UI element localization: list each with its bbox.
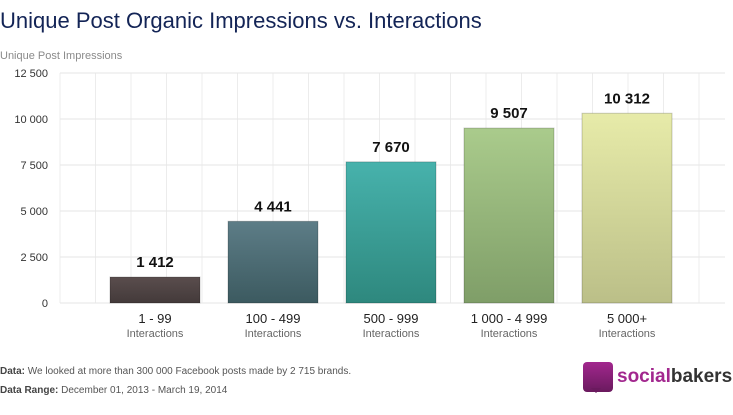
data-label: 1 412 xyxy=(136,254,174,271)
bar xyxy=(109,276,201,304)
x-tick-sublabel: Interactions xyxy=(245,328,302,340)
x-tick-label: 1 - 99 xyxy=(138,311,171,326)
x-tick-sublabel: Interactions xyxy=(481,328,538,340)
y-tick-label: 10 000 xyxy=(14,114,48,126)
data-note-text: We looked at more than 300 000 Facebook … xyxy=(25,366,352,377)
data-label: 10 312 xyxy=(604,90,650,107)
data-label: 9 507 xyxy=(490,105,528,122)
chef-hat-icon xyxy=(583,362,613,393)
socialbakers-logo: socialbakers xyxy=(583,362,733,393)
x-tick-label: 5 000+ xyxy=(607,311,647,326)
bar xyxy=(581,112,673,304)
data-range-label: Data Range: xyxy=(0,385,59,396)
data-range-text: December 01, 2013 - March 19, 2014 xyxy=(58,385,228,396)
x-tick-label: 1 000 - 4 999 xyxy=(471,311,548,326)
y-tick-label: 2 500 xyxy=(20,252,48,264)
bar xyxy=(227,220,319,304)
logo-text-social: social xyxy=(617,366,671,387)
bar xyxy=(345,161,437,304)
data-note: Data: We looked at more than 300 000 Fac… xyxy=(0,366,351,377)
y-tick-label: 7 500 xyxy=(20,160,48,172)
y-tick-label: 5 000 xyxy=(20,206,48,218)
data-range: Data Range: December 01, 2013 - March 19… xyxy=(0,385,227,396)
bar xyxy=(463,127,555,304)
x-tick-sublabel: Interactions xyxy=(127,328,184,340)
y-tick-label: 0 xyxy=(42,298,48,310)
x-tick-label: 500 - 999 xyxy=(364,311,419,326)
logo-text-bakers: bakers xyxy=(670,366,733,387)
x-tick-sublabel: Interactions xyxy=(599,328,656,340)
x-tick-label: 100 - 499 xyxy=(246,311,301,326)
data-label: 4 441 xyxy=(254,198,292,215)
y-axis-label: Unique Post Impressions xyxy=(0,50,123,62)
y-tick-label: 12 500 xyxy=(14,68,48,80)
x-tick-sublabel: Interactions xyxy=(363,328,420,340)
data-label: 7 670 xyxy=(372,139,410,156)
data-note-label: Data: xyxy=(0,366,26,377)
chart-title: Unique Post Organic Impressions vs. Inte… xyxy=(0,8,482,33)
